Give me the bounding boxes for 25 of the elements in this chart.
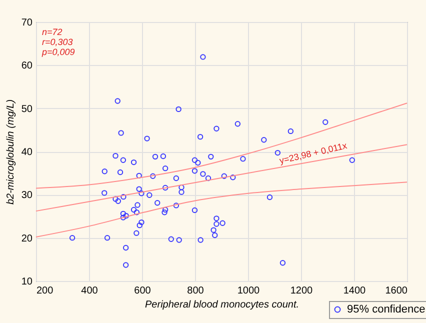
line-series — [36, 144, 408, 212]
line-series — [36, 182, 408, 238]
annotation: y=23,98 + 0,011x — [278, 140, 348, 166]
line-series — [36, 102, 408, 189]
y-tick-label: 50 — [21, 104, 33, 115]
y-tick-label: 20 — [21, 233, 33, 244]
x-tick-label: 400 — [81, 286, 98, 296]
annotation: n=72 — [42, 27, 62, 37]
y-tick-label: 10 — [21, 276, 33, 288]
x-tick-label: 800 — [187, 286, 204, 296]
y-tick-label: 70 — [21, 18, 33, 28]
x-axis-title: Peripheral blood monocytes count. — [145, 300, 299, 310]
y-tick-label: 40 — [21, 147, 33, 158]
x-tick-label: 1400 — [343, 286, 366, 296]
x-tick-label: 1600 — [385, 286, 408, 296]
x-tick-label: 600 — [134, 286, 152, 296]
x-tick-label: 200 — [36, 286, 54, 296]
x-tick-label: 1000 — [237, 286, 260, 296]
annotation: r=0,303 — [42, 37, 73, 47]
annotation: p=0,009 — [41, 47, 75, 57]
y-tick-label: 60 — [21, 60, 33, 72]
y-tick-label: 30 — [21, 190, 33, 202]
y-axis-title: b2-microglobulin (mg/L) — [5, 99, 16, 205]
x-tick-label: 1200 — [290, 286, 314, 296]
legend-label: 95% confidence — [347, 304, 426, 316]
